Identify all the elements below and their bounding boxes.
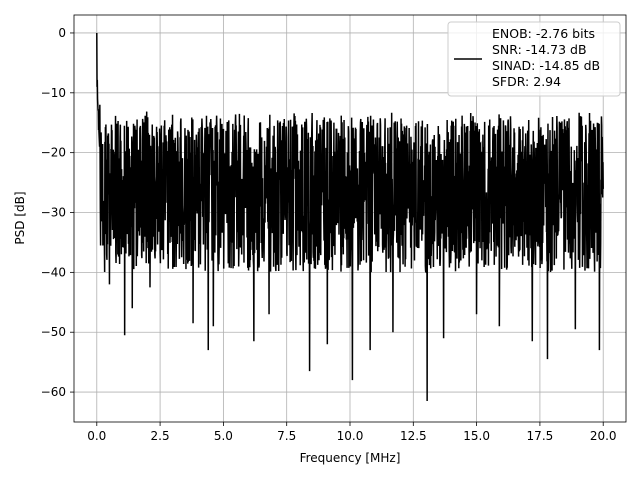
y-tick-label: −20 bbox=[41, 146, 66, 160]
x-axis-ticks: 0.0 2.5 5.0 7.5 10.0 12.5 15.0 17.5 20.0 bbox=[87, 422, 617, 443]
y-tick-label: −60 bbox=[41, 385, 66, 399]
x-tick-label: 20.0 bbox=[590, 429, 617, 443]
y-tick-label: −10 bbox=[41, 86, 66, 100]
legend-line-sfdr: SFDR: 2.94 bbox=[492, 74, 561, 89]
legend-line-snr: SNR: -14.73 dB bbox=[492, 42, 587, 57]
y-axis-ticks: 0 −10 −20 −30 −40 −50 −60 bbox=[41, 26, 74, 399]
legend-line-enob: ENOB: -2.76 bits bbox=[492, 26, 595, 41]
x-tick-label: 15.0 bbox=[463, 429, 490, 443]
x-tick-label: 7.5 bbox=[277, 429, 296, 443]
x-tick-label: 10.0 bbox=[337, 429, 364, 443]
legend-box bbox=[447, 21, 621, 97]
x-axis-label: Frequency [MHz] bbox=[300, 451, 401, 465]
y-tick-label: −30 bbox=[41, 206, 66, 220]
y-tick-label: −50 bbox=[41, 325, 66, 339]
psd-series-line bbox=[96, 32, 604, 402]
x-tick-label: 12.5 bbox=[400, 429, 427, 443]
x-tick-label: 17.5 bbox=[527, 429, 554, 443]
x-tick-label: 2.5 bbox=[151, 429, 170, 443]
x-tick-label: 5.0 bbox=[214, 429, 233, 443]
y-axis-label: PSD [dB] bbox=[13, 191, 27, 244]
y-tick-label: 0 bbox=[58, 26, 66, 40]
x-tick-label: 0.0 bbox=[87, 429, 106, 443]
plot-area bbox=[96, 32, 604, 402]
legend-line-sinad: SINAD: -14.85 dB bbox=[492, 58, 600, 73]
y-tick-label: −40 bbox=[41, 265, 66, 279]
legend: ENOB: -2.76 bits SNR: -14.73 dB SINAD: -… bbox=[447, 21, 621, 97]
